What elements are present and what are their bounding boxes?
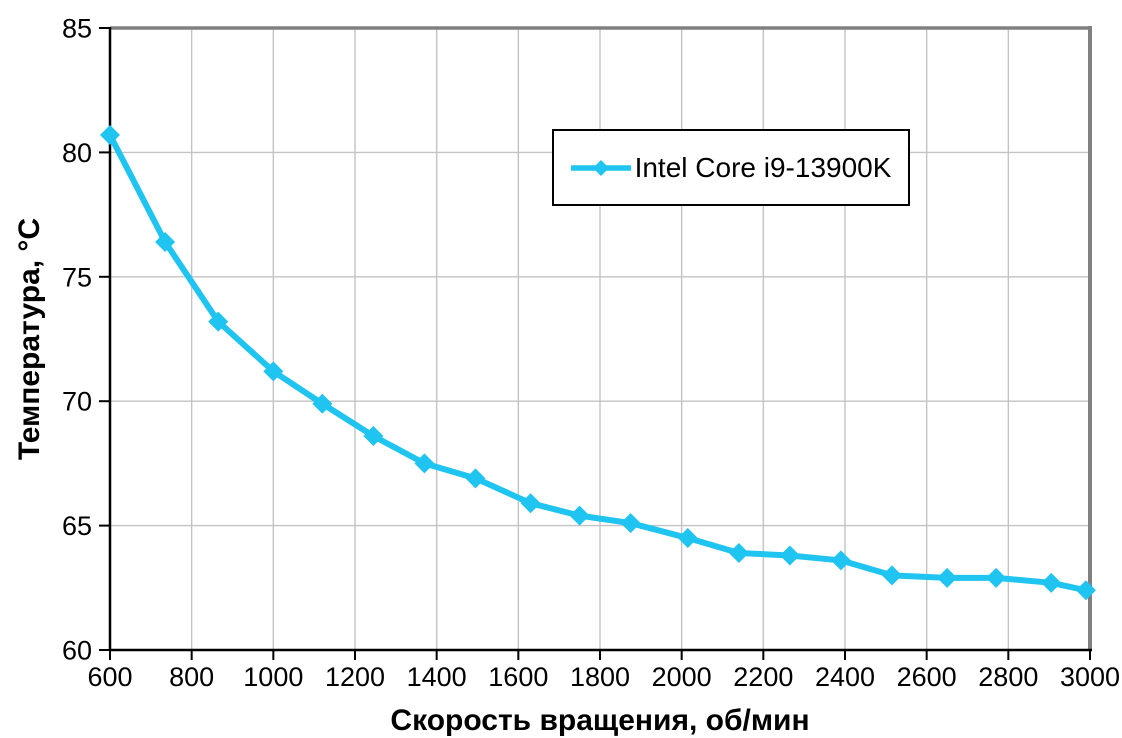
x-tick-label: 1400 (407, 662, 467, 692)
x-tick-label: 600 (87, 662, 132, 692)
x-tick-label: 2600 (897, 662, 957, 692)
data-marker (881, 565, 902, 586)
data-marker (520, 493, 541, 514)
x-tick-label: 2800 (978, 662, 1038, 692)
x-tick-label: 3000 (1060, 662, 1120, 692)
x-axis-title: Скорость вращения, об/мин (390, 704, 810, 737)
data-marker (779, 545, 800, 566)
data-marker (414, 453, 435, 474)
x-tick-label: 1800 (570, 662, 630, 692)
y-axis-title: Температура, °C (13, 217, 46, 461)
data-marker (363, 426, 384, 447)
data-marker (208, 311, 229, 332)
legend-label: Intel Core i9-13900K (634, 151, 892, 183)
data-marker (263, 361, 284, 382)
y-tick-label: 60 (62, 636, 92, 666)
data-marker (155, 231, 176, 252)
data-marker (312, 393, 333, 414)
y-tick-label: 75 (62, 262, 92, 292)
data-marker (569, 505, 590, 526)
legend: Intel Core i9-13900K (552, 129, 910, 206)
data-marker (620, 513, 641, 534)
x-tick-label: 1200 (325, 662, 385, 692)
x-tick-label: 800 (169, 662, 214, 692)
data-marker (986, 567, 1007, 588)
data-marker (1041, 572, 1062, 593)
data-marker (937, 567, 958, 588)
data-marker (1075, 580, 1096, 601)
data-marker (677, 528, 698, 549)
x-tick-label: 2400 (815, 662, 875, 692)
diamond-marker-icon (592, 159, 609, 176)
x-tick-label: 2000 (652, 662, 712, 692)
y-tick-label: 70 (62, 387, 92, 417)
legend-key-icon (570, 159, 631, 176)
y-tick-label: 85 (62, 14, 92, 44)
data-marker (100, 124, 120, 145)
data-marker (830, 550, 851, 571)
data-marker (465, 468, 486, 489)
x-tick-label: 1000 (243, 662, 303, 692)
x-tick-label: 1600 (488, 662, 548, 692)
x-tick-label: 2200 (733, 662, 793, 692)
y-tick-label: 80 (62, 138, 92, 168)
data-marker (728, 542, 749, 563)
y-tick-label: 65 (62, 511, 92, 541)
